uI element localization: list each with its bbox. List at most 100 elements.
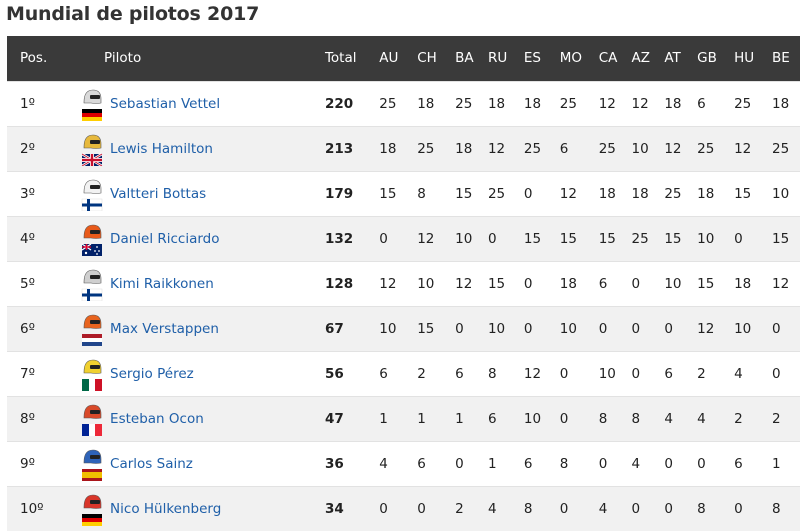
table-row: 9º Carlos Sainz 36 4 6 0 1 6 8 0 4 0 0 6 1 — [7, 441, 800, 486]
driver-helmet-flag-icon — [81, 222, 103, 256]
race-points-cell: 15 — [559, 230, 577, 247]
column-header: BE — [772, 50, 790, 67]
race-points-cell: 12 — [417, 230, 435, 247]
race-points-cell: 6 — [523, 455, 533, 472]
race-points-cell: 8 — [772, 500, 781, 517]
race-points-cell: 25 — [379, 95, 397, 112]
column-header: ES — [523, 50, 541, 67]
race-points-cell: 1 — [487, 455, 497, 472]
column-header: MO — [559, 50, 583, 67]
race-points-cell: 18 — [772, 95, 790, 112]
race-points-cell: 0 — [631, 365, 641, 382]
race-points-cell: 18 — [631, 185, 649, 202]
race-points-cell: 0 — [664, 320, 673, 337]
standings-table: Pos. Piloto Total AU CH BA RU ES MO CA AZ AT GB HU BE … — [7, 36, 800, 531]
race-points-cell: 15 — [598, 230, 616, 247]
race-points-cell: 12 — [487, 140, 506, 157]
column-header: Pos. — [20, 50, 48, 67]
column-header: HU — [734, 50, 755, 67]
driver-name-link[interactable]: Valtteri Bottas — [110, 185, 207, 202]
total-points-cell: 67 — [324, 320, 344, 337]
driver-helmet-flag-icon — [81, 402, 103, 436]
position-cell: 6º — [20, 320, 35, 337]
driver-name-link[interactable]: Esteban Ocon — [110, 410, 204, 427]
race-points-cell: 4 — [664, 410, 673, 427]
race-points-cell: 15 — [523, 230, 542, 247]
driver-name-link[interactable]: Kimi Raikkonen — [110, 275, 214, 292]
total-points-cell: 220 — [324, 95, 354, 112]
driver-cell: Kimi Raikkonen — [81, 261, 325, 306]
race-points-cell: 25 — [559, 95, 577, 112]
race-points-cell: 10 — [487, 320, 506, 337]
table-row: 3º Valtteri Bottas 179 15 8 15 25 0 12 18 18 25 18 1… — [7, 171, 800, 216]
driver-name-link[interactable]: Sergio Pérez — [110, 365, 194, 382]
race-points-cell: 0 — [664, 500, 673, 517]
race-points-cell: 0 — [697, 455, 706, 472]
race-points-cell: 4 — [379, 455, 388, 472]
race-points-cell: 0 — [598, 455, 608, 472]
total-points-cell: 179 — [324, 185, 354, 202]
race-points-cell: 12 — [664, 140, 682, 157]
race-points-cell: 2 — [417, 365, 426, 382]
race-points-cell: 0 — [598, 320, 608, 337]
driver-helmet-flag-icon — [81, 492, 103, 526]
race-points-cell: 1 — [417, 410, 426, 427]
driver-cell: Lewis Hamilton — [81, 126, 325, 171]
race-points-cell: 25 — [417, 140, 435, 157]
driver-helmet-flag-icon — [81, 177, 103, 211]
driver-name-link[interactable]: Nico Hülkenberg — [110, 500, 222, 517]
race-points-cell: 4 — [697, 410, 706, 427]
column-header: BA — [455, 50, 474, 67]
race-points-cell: 18 — [487, 95, 506, 112]
race-points-cell: 12 — [379, 275, 397, 292]
race-points-cell: 0 — [523, 185, 533, 202]
race-points-cell: 4 — [487, 500, 497, 517]
position-cell: 1º — [20, 95, 35, 112]
driver-name-link[interactable]: Daniel Ricciardo — [110, 230, 220, 247]
race-points-cell: 10 — [734, 320, 752, 337]
race-points-cell: 18 — [734, 275, 752, 292]
race-points-cell: 18 — [664, 95, 682, 112]
race-points-cell: 15 — [455, 185, 473, 202]
table-row: 1º Sebastian Vettel 220 25 18 25 18 18 25 12 12 18… — [7, 81, 800, 126]
race-points-cell: 6 — [664, 365, 673, 382]
table-row: 7º Sergio Pérez 56 6 2 6 8 12 0 10 0 6 2 4 0 — [7, 351, 800, 396]
race-points-cell: 25 — [455, 95, 473, 112]
race-points-cell: 2 — [772, 410, 781, 427]
race-points-cell: 0 — [772, 365, 781, 382]
driver-cell: Daniel Ricciardo — [81, 216, 325, 261]
race-points-cell: 18 — [379, 140, 397, 157]
race-points-cell: 0 — [734, 230, 743, 247]
driver-name-link[interactable]: Carlos Sainz — [110, 455, 193, 472]
driver-name-link[interactable]: Max Verstappen — [110, 320, 219, 337]
race-points-cell: 12 — [523, 365, 542, 382]
table-row: 4º Daniel Ricciardo 132 0 12 10 0 15 15 15 25 15 10… — [7, 216, 800, 261]
race-points-cell: 10 — [455, 230, 473, 247]
driver-name-link[interactable]: Sebastian Vettel — [110, 95, 221, 112]
race-points-cell: 8 — [598, 410, 608, 427]
driver-helmet-flag-icon — [81, 87, 103, 121]
column-header: RU — [487, 50, 508, 67]
race-points-cell: 0 — [417, 500, 426, 517]
race-points-cell: 0 — [664, 455, 673, 472]
race-points-cell: 4 — [734, 365, 743, 382]
race-points-cell: 0 — [379, 230, 388, 247]
driver-cell: Esteban Ocon — [82, 396, 325, 441]
driver-helmet-flag-icon — [81, 357, 103, 391]
race-points-cell: 8 — [559, 455, 569, 472]
race-points-cell: 0 — [631, 275, 641, 292]
race-points-cell: 15 — [772, 230, 790, 247]
race-points-cell: 18 — [697, 185, 715, 202]
table-row: 5º Kimi Raikkonen 128 12 10 12 15 0 18 6 0 10 15 18 1… — [7, 261, 800, 306]
race-points-cell: 2 — [734, 410, 743, 427]
driver-cell: Max Verstappen — [82, 306, 325, 351]
race-points-cell: 12 — [772, 275, 790, 292]
race-points-cell: 0 — [559, 410, 569, 427]
race-points-cell: 15 — [379, 185, 397, 202]
race-points-cell: 2 — [455, 500, 464, 517]
column-header: AT — [664, 50, 681, 67]
driver-name-link[interactable]: Lewis Hamilton — [110, 140, 213, 157]
race-points-cell: 15 — [417, 320, 435, 337]
race-points-cell: 10 — [523, 410, 542, 427]
race-points-cell: 0 — [631, 500, 641, 517]
